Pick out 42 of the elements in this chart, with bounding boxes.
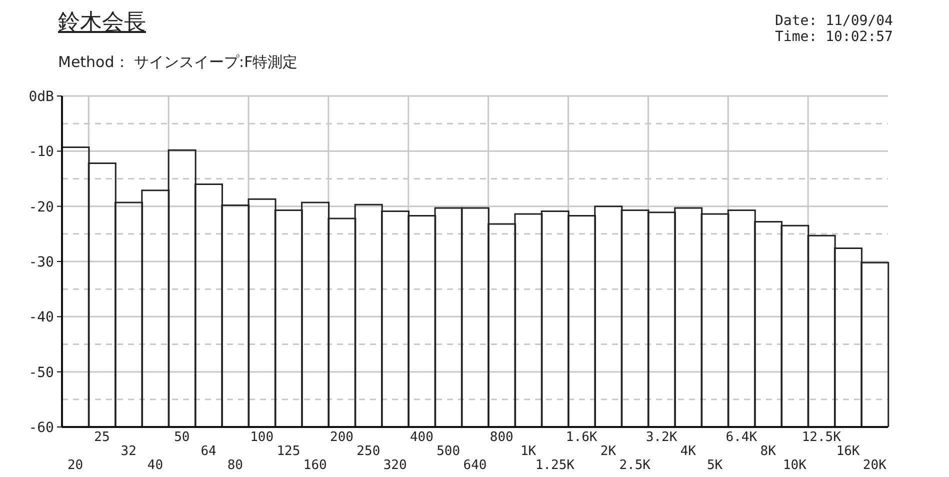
x-tick-label: 250 <box>356 444 380 459</box>
x-tick-label: 100 <box>250 430 274 445</box>
x-tick-label: 125 <box>276 444 300 459</box>
x-tick-label: 4K <box>680 444 696 459</box>
x-tick-label: 3.2K <box>646 430 678 445</box>
x-tick-label: 16K <box>836 444 860 459</box>
x-tick-label: 320 <box>383 458 407 473</box>
x-tick-label: 1.25K <box>535 458 575 473</box>
y-tick-label: -30 <box>28 254 54 270</box>
text: Time: 10:02:57 <box>774 29 893 45</box>
y-tick-label: -10 <box>28 144 54 160</box>
x-tick-label: 6.4K <box>726 430 758 445</box>
chart-title: 鈴木会長 <box>58 9 146 37</box>
x-tick-label: 400 <box>410 430 434 445</box>
y-tick-label: -20 <box>28 199 54 216</box>
x-tick-label: 800 <box>490 430 514 445</box>
x-tick-label: 2.5K <box>619 458 651 473</box>
x-tick-label: 32 <box>120 444 136 459</box>
x-tick-label: 80 <box>227 458 244 473</box>
y-tick-label: -50 <box>28 364 54 381</box>
chart-subtitle: Method： サインスイープ:F特測定 <box>58 53 298 72</box>
x-tick-label: 64 <box>200 444 217 459</box>
y-tick-label: 0dB <box>28 88 54 105</box>
x-tick-label: 12.5K <box>802 430 842 445</box>
x-tick-label: 25 <box>94 430 110 445</box>
x-tick-label: 200 <box>330 430 354 445</box>
y-tick-label: -40 <box>28 310 54 326</box>
x-tick-label: 2K <box>600 444 616 459</box>
x-tick-label: 20 <box>67 458 84 473</box>
x-tick-label: 8K <box>760 444 776 459</box>
x-tick-label: 40 <box>147 458 164 473</box>
x-tick-label: 5K <box>706 458 723 473</box>
text: Date: 11/09/04 <box>774 13 893 29</box>
x-tick-label: 500 <box>436 444 460 459</box>
x-tick-label: 10K <box>783 458 807 473</box>
x-tick-label: 640 <box>463 458 487 473</box>
y-tick-label: -60 <box>28 420 54 436</box>
x-tick-label: 50 <box>174 430 190 445</box>
x-tick-label: 1.6K <box>566 430 598 445</box>
x-tick-label: 20K <box>862 458 887 473</box>
x-tick-label: 1K <box>520 444 536 459</box>
x-tick-label: 160 <box>303 458 327 473</box>
